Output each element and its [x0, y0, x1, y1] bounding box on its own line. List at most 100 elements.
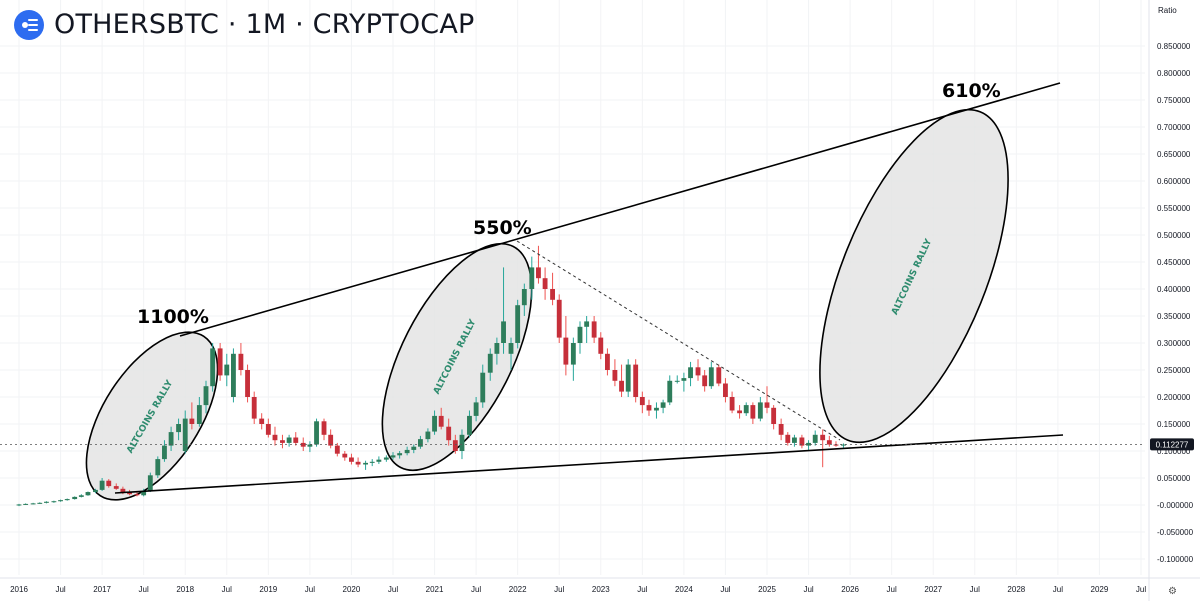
- candle-body: [467, 415, 472, 435]
- candle-body: [203, 386, 209, 406]
- x-tick-label: Jul: [388, 585, 398, 594]
- candles: [16, 245, 846, 507]
- candle-body: [646, 405, 652, 411]
- label-550: 550%: [473, 217, 532, 239]
- candle-body: [30, 503, 36, 505]
- rally-ellipse: [819, 108, 1009, 444]
- x-tick-label: Jul: [554, 585, 564, 594]
- candle-body: [300, 442, 306, 447]
- candle-body: [314, 421, 319, 445]
- candle-body: [238, 353, 244, 370]
- candle-body: [355, 461, 361, 465]
- candle-body: [85, 492, 91, 496]
- price-tag-box: [1150, 438, 1194, 451]
- candle-body: [570, 343, 576, 365]
- x-tick-label: 2018: [176, 585, 194, 594]
- candle-body: [99, 480, 105, 490]
- header: OTHERSBTC · 1M · CRYPTOCAP: [14, 9, 474, 40]
- candle-body: [625, 364, 631, 392]
- candle-body: [363, 462, 368, 465]
- settings-gear-icon[interactable]: ⚙: [1168, 586, 1177, 597]
- y-axis: 0.850000 0.800000 0.750000 0.700000 0.650000…: [1148, 0, 1194, 601]
- candle-body: [833, 444, 839, 446]
- candle-body: [799, 437, 805, 446]
- candle-body: [515, 305, 521, 343]
- candle-body: [369, 461, 375, 463]
- candle-body: [51, 501, 57, 503]
- candle-body: [577, 326, 583, 343]
- candle-body: [654, 407, 659, 411]
- candle-body: [695, 367, 701, 376]
- candle-body: [667, 380, 673, 403]
- y-tick-label: 0.600000: [1157, 177, 1191, 186]
- candle-body: [508, 343, 514, 354]
- candle-body: [708, 367, 714, 387]
- y-tick-label: 0.750000: [1157, 96, 1191, 105]
- y-tick-label: 0.850000: [1157, 42, 1191, 51]
- candle-body: [792, 437, 797, 443]
- candle-body: [826, 440, 832, 445]
- candle-body: [23, 503, 29, 505]
- x-tick-label: Jul: [55, 585, 65, 594]
- y-tick-label: 0.250000: [1157, 366, 1191, 375]
- y-tick-label: 0.400000: [1157, 285, 1191, 294]
- candle-body: [397, 453, 403, 456]
- candle-body: [272, 434, 278, 441]
- candle-body: [785, 434, 791, 443]
- candle-body: [72, 496, 78, 500]
- scale-label[interactable]: Ratio: [1158, 6, 1177, 15]
- candle-body: [334, 445, 340, 454]
- label-610: 610%: [942, 80, 1001, 102]
- candle-body: [681, 378, 687, 381]
- y-tick-label: 0.200000: [1157, 393, 1191, 402]
- candle-body: [563, 337, 569, 365]
- candle-body: [210, 348, 216, 387]
- trendlines: [0, 82, 1145, 494]
- x-tick-label: 2026: [841, 585, 859, 594]
- candle-body: [674, 380, 680, 382]
- candle-body: [612, 370, 618, 381]
- candle-body: [446, 426, 452, 441]
- candle-body: [376, 459, 382, 462]
- candle-body: [702, 375, 708, 387]
- x-tick-label: 2020: [343, 585, 361, 594]
- cryptocap-logo-icon: [14, 9, 44, 40]
- candle-body: [280, 440, 285, 443]
- candle-body: [750, 405, 756, 419]
- x-tick-label: 2027: [924, 585, 942, 594]
- y-tick-label: -0.100000: [1157, 555, 1194, 564]
- candle-body: [120, 488, 126, 493]
- x-tick-label: 2029: [1091, 585, 1109, 594]
- candle-body: [328, 434, 334, 446]
- x-tick-label: Jul: [305, 585, 315, 594]
- x-tick-label: Jul: [803, 585, 813, 594]
- x-tick-label: 2019: [259, 585, 277, 594]
- x-tick-label: Jul: [887, 585, 897, 594]
- candle-body: [64, 499, 70, 501]
- candle-body: [501, 321, 506, 343]
- x-tick-label: Jul: [139, 585, 149, 594]
- candle-body: [113, 486, 119, 489]
- candle-body: [176, 424, 181, 433]
- candle-body: [265, 424, 271, 435]
- rally-ellipse: [381, 242, 533, 472]
- x-tick-label: 2021: [426, 585, 444, 594]
- candle-body: [16, 504, 22, 506]
- candle-body: [556, 299, 562, 338]
- candle-body: [605, 353, 610, 370]
- candle-body: [349, 457, 354, 462]
- candle-body: [529, 267, 535, 289]
- candle-body: [259, 418, 265, 424]
- candle-body: [771, 407, 777, 424]
- candle-body: [217, 348, 223, 376]
- x-tick-label: Jul: [471, 585, 481, 594]
- y-tick-label: 0.450000: [1157, 258, 1191, 267]
- y-tick-label: 0.100000: [1157, 447, 1191, 456]
- candle-body: [806, 442, 811, 446]
- candle-body: [58, 500, 63, 502]
- y-tick-label: -0.000000: [1157, 501, 1194, 510]
- candle-body: [93, 489, 98, 493]
- candle-body: [141, 490, 147, 496]
- y-tick-label: 0.350000: [1157, 312, 1191, 321]
